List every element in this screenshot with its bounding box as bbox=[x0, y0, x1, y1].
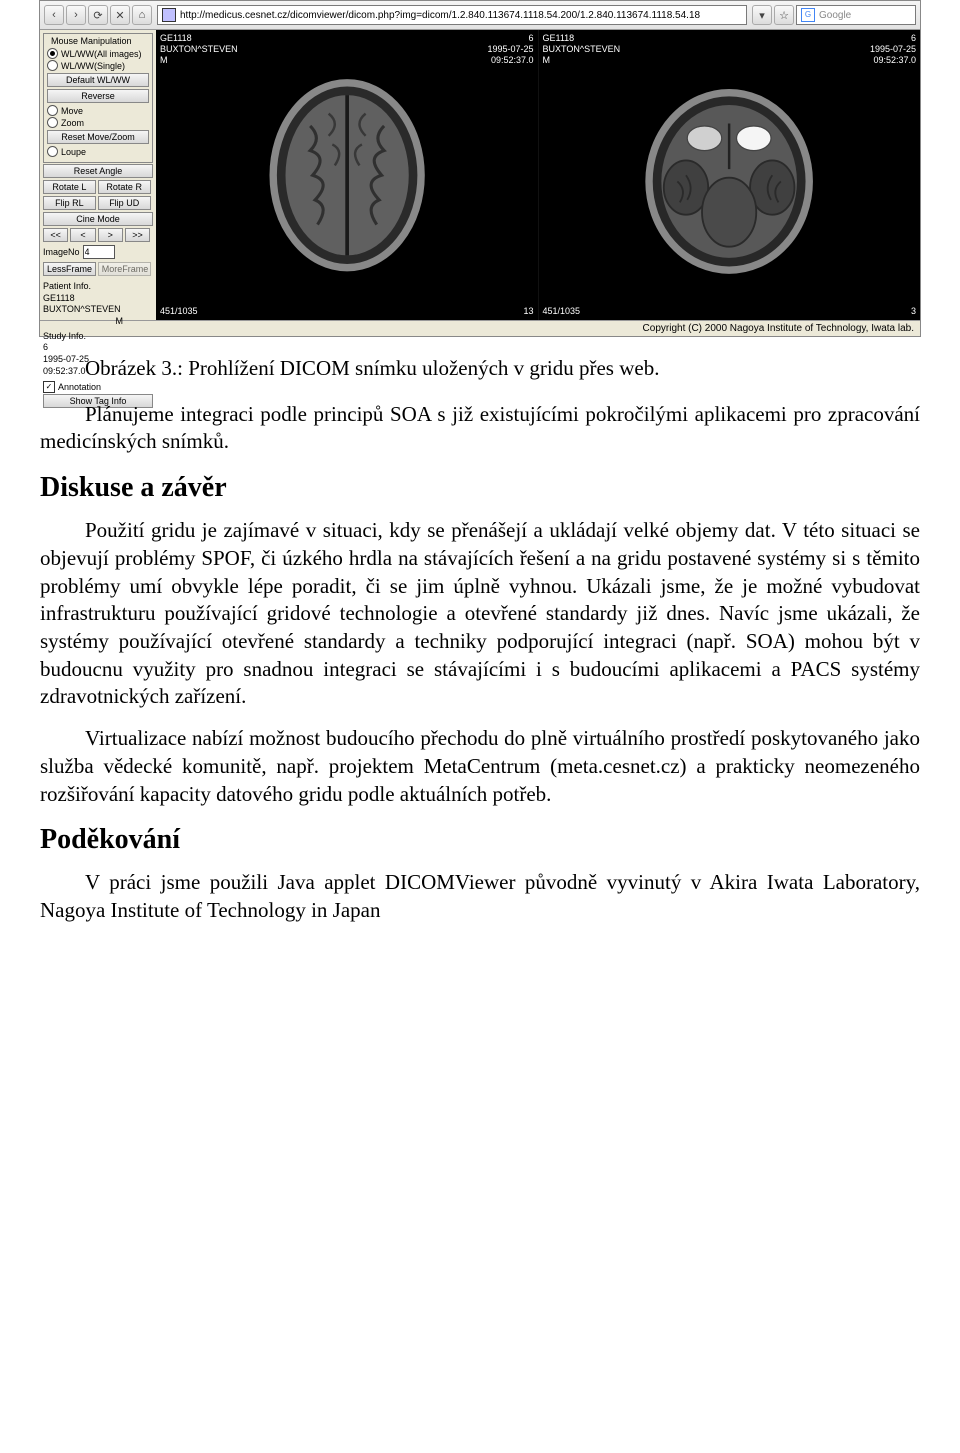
star-button[interactable]: ☆ bbox=[774, 5, 794, 25]
radio-label: Loupe bbox=[61, 147, 86, 157]
mouse-manipulation-panel: Mouse Manipulation WL/WW(All images) WL/… bbox=[43, 33, 153, 163]
overlay-bottom-right: 13 bbox=[523, 306, 533, 317]
less-frame-button[interactable]: LessFrame bbox=[43, 262, 96, 276]
rotate-r-button[interactable]: Rotate R bbox=[98, 180, 151, 194]
checkbox-icon: ✓ bbox=[43, 381, 55, 393]
flip-rl-button[interactable]: Flip RL bbox=[43, 196, 96, 210]
overlay-bottom-left: 451/1035 bbox=[160, 306, 198, 317]
image-no-input[interactable] bbox=[83, 245, 115, 259]
study-num: 6 bbox=[43, 342, 153, 354]
dicom-display-area: GE1118 BUXTON^STEVEN M 6 1995-07-25 09:5… bbox=[156, 30, 920, 320]
radio-icon bbox=[47, 146, 58, 157]
overlay-top-right: 6 1995-07-25 09:52:37.0 bbox=[870, 33, 916, 65]
cine-mode-button[interactable]: Cine Mode bbox=[43, 212, 153, 226]
radio-label: Zoom bbox=[61, 118, 84, 128]
overlay-bottom-right: 3 bbox=[911, 306, 916, 317]
radio-icon bbox=[47, 60, 58, 71]
google-icon: G bbox=[801, 8, 815, 22]
url-bar[interactable]: http://medicus.cesnet.cz/dicomviewer/dic… bbox=[157, 5, 747, 25]
search-placeholder: Google bbox=[819, 10, 851, 21]
favicon-icon bbox=[162, 8, 176, 22]
browser-toolbar: ‹ › ⟳ ✕ ⌂ http://medicus.cesnet.cz/dicom… bbox=[40, 1, 920, 30]
cine-first-button[interactable]: << bbox=[43, 228, 68, 242]
paragraph-2: Použití gridu je zajímavé v situaci, kdy… bbox=[40, 517, 920, 711]
paragraph-4: V práci jsme použili Java applet DICOMVi… bbox=[40, 869, 920, 924]
stop-button[interactable]: ✕ bbox=[110, 5, 130, 25]
url-text: http://medicus.cesnet.cz/dicomviewer/dic… bbox=[180, 10, 700, 21]
radio-icon bbox=[47, 48, 58, 59]
patient-info-label: Patient Info. bbox=[43, 281, 153, 293]
back-button[interactable]: ‹ bbox=[44, 5, 64, 25]
panel-title: Mouse Manipulation bbox=[49, 36, 134, 46]
image-no-label: ImageNo bbox=[43, 247, 80, 257]
overlay-bottom-left: 451/1035 bbox=[543, 306, 581, 317]
radio-label: Move bbox=[61, 106, 83, 116]
dicom-viewer-screenshot: ‹ › ⟳ ✕ ⌂ http://medicus.cesnet.cz/dicom… bbox=[39, 0, 921, 337]
overlay-top-left: GE1118 BUXTON^STEVEN M bbox=[543, 33, 621, 65]
brain-scan-axial-base bbox=[567, 52, 891, 299]
study-info-label: Study Info. bbox=[43, 331, 153, 343]
paragraph-3: Virtualizace nabízí možnost budoucího př… bbox=[40, 725, 920, 808]
brain-scan-axial-top bbox=[185, 52, 509, 299]
radio-label: WL/WW(Single) bbox=[61, 61, 125, 71]
cine-next-button[interactable]: > bbox=[98, 228, 123, 242]
scan-panel-right[interactable]: GE1118 BUXTON^STEVEN M 6 1995-07-25 09:5… bbox=[539, 30, 921, 320]
cine-last-button[interactable]: >> bbox=[125, 228, 150, 242]
more-frame-button[interactable]: MoreFrame bbox=[98, 262, 151, 276]
sidebar: Mouse Manipulation WL/WW(All images) WL/… bbox=[40, 30, 156, 320]
patient-sex: M bbox=[43, 316, 153, 328]
home-button[interactable]: ⌂ bbox=[132, 5, 152, 25]
search-bar[interactable]: G Google bbox=[796, 5, 916, 25]
reset-move-zoom-button[interactable]: Reset Move/Zoom bbox=[47, 130, 149, 144]
default-wlww-button[interactable]: Default WL/WW bbox=[47, 73, 149, 87]
cine-prev-button[interactable]: < bbox=[70, 228, 95, 242]
flip-ud-button[interactable]: Flip UD bbox=[98, 196, 151, 210]
heading-discussion: Diskuse a závěr bbox=[40, 470, 920, 507]
copyright-footer: Copyright (C) 2000 Nagoya Institute of T… bbox=[40, 320, 920, 336]
article-body: Obrázek 3.: Prohlížení DICOM snímku ulož… bbox=[40, 355, 920, 925]
overlay-top-left: GE1118 BUXTON^STEVEN M bbox=[160, 33, 238, 65]
figure-caption: Obrázek 3.: Prohlížení DICOM snímku ulož… bbox=[40, 355, 920, 383]
annotation-label: Annotation bbox=[58, 382, 101, 392]
paragraph-1: Plánujeme integraci podle principů SOA s… bbox=[40, 401, 920, 456]
forward-button[interactable]: › bbox=[66, 5, 86, 25]
reload-button[interactable]: ⟳ bbox=[88, 5, 108, 25]
url-dropdown-button[interactable]: ▾ bbox=[752, 5, 772, 25]
radio-loupe[interactable]: Loupe bbox=[47, 146, 149, 157]
radio-wl-single[interactable]: WL/WW(Single) bbox=[47, 60, 149, 71]
scan-panel-left[interactable]: GE1118 BUXTON^STEVEN M 6 1995-07-25 09:5… bbox=[156, 30, 539, 320]
radio-icon bbox=[47, 117, 58, 128]
reset-angle-button[interactable]: Reset Angle bbox=[43, 164, 153, 178]
patient-id: GE1118 bbox=[43, 293, 153, 305]
radio-zoom[interactable]: Zoom bbox=[47, 117, 149, 128]
heading-thanks: Poděkování bbox=[40, 822, 920, 859]
radio-icon bbox=[47, 105, 58, 116]
overlay-top-right: 6 1995-07-25 09:52:37.0 bbox=[487, 33, 533, 65]
radio-move[interactable]: Move bbox=[47, 105, 149, 116]
reverse-button[interactable]: Reverse bbox=[47, 89, 149, 103]
viewer-body: Mouse Manipulation WL/WW(All images) WL/… bbox=[40, 30, 920, 320]
radio-wl-all[interactable]: WL/WW(All images) bbox=[47, 48, 149, 59]
rotate-l-button[interactable]: Rotate L bbox=[43, 180, 96, 194]
patient-name: BUXTON^STEVEN bbox=[43, 304, 153, 316]
radio-label: WL/WW(All images) bbox=[61, 49, 142, 59]
